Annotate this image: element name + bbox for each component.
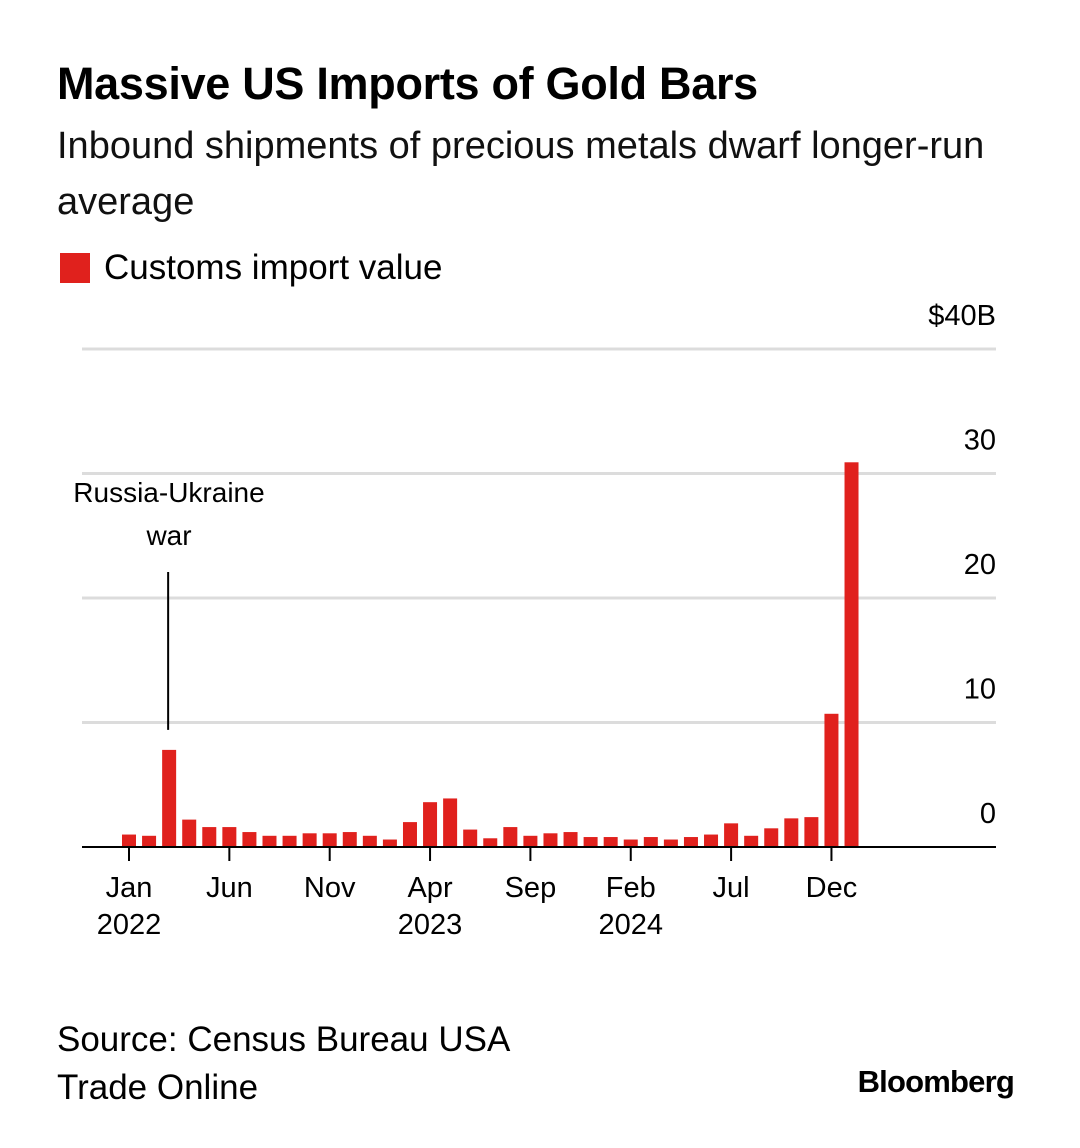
source-note: Source: Census Bureau USA Trade Online — [57, 1016, 657, 1112]
x-tick-month: Nov — [304, 872, 356, 904]
y-tick-label: 20 — [964, 549, 996, 581]
bar-chart: Jan 2022 Jun Nov Apr 2023 Sep Feb 2024 Jul Dec 0 10… — [73, 300, 996, 941]
bar — [844, 462, 859, 847]
bar — [623, 839, 638, 847]
bar — [322, 833, 337, 847]
source-line-2: Trade Online — [57, 1068, 259, 1107]
bar — [463, 829, 478, 847]
bar — [483, 838, 498, 847]
annotations: Russia-Ukraine war — [73, 477, 265, 730]
bar — [744, 835, 759, 847]
source-line-1: Source: Census Bureau USA — [57, 1020, 511, 1059]
legend-swatch — [60, 253, 90, 283]
bar — [342, 832, 357, 847]
bar — [362, 835, 377, 847]
bloomberg-logo: Bloomberg — [857, 1064, 1015, 1099]
bar — [824, 713, 839, 847]
x-tick-year: 2022 — [97, 909, 162, 941]
annotation-label-line1: Russia-Ukraine — [73, 477, 264, 508]
x-tick-year: 2023 — [398, 909, 463, 941]
x-tick-month: Sep — [505, 872, 557, 904]
bar — [804, 817, 819, 847]
bar — [724, 823, 739, 847]
chart-title: Massive US Imports of Gold Bars — [57, 58, 758, 109]
y-axis-ticks: 0 10 20 30 $40B — [928, 300, 996, 830]
legend-label: Customs import value — [104, 248, 443, 287]
x-tick-month: Jan — [106, 872, 153, 904]
bar — [222, 827, 237, 847]
x-tick-month: Apr — [407, 872, 452, 904]
bar — [523, 835, 538, 847]
x-tick-month: Feb — [606, 872, 656, 904]
x-tick-month: Jun — [206, 872, 253, 904]
y-tick-label: 30 — [964, 425, 996, 457]
bar — [503, 827, 518, 847]
bar — [122, 834, 136, 847]
bar — [242, 832, 257, 847]
bar — [202, 827, 217, 847]
bar — [282, 835, 297, 847]
legend: Customs import value — [60, 243, 442, 293]
bar — [603, 837, 618, 847]
x-tick-year: 2024 — [598, 909, 663, 941]
bar — [663, 839, 678, 847]
bar — [443, 798, 458, 847]
bar — [764, 828, 779, 847]
y-tick-label: 10 — [964, 674, 996, 706]
x-axis-ticks: Jan 2022 Jun Nov Apr 2023 Sep Feb 2024 Jul Dec — [97, 847, 857, 941]
y-tick-label: $40B — [928, 300, 996, 332]
bar — [643, 837, 658, 847]
bar — [543, 833, 558, 847]
x-tick-month: Dec — [806, 872, 858, 904]
bar — [262, 835, 277, 847]
bar — [423, 802, 438, 847]
bars — [122, 462, 859, 847]
bar — [704, 834, 719, 847]
bar — [302, 833, 317, 847]
bar — [382, 839, 397, 847]
bar — [142, 835, 157, 847]
chart-subtitle: Inbound shipments of precious metals dwa… — [57, 125, 985, 223]
bar — [162, 749, 177, 847]
y-tick-label: 0 — [980, 798, 996, 830]
annotation-label-line2: war — [145, 520, 191, 551]
bar — [583, 837, 598, 847]
bar — [683, 837, 698, 847]
grid-lines — [82, 347, 996, 724]
bar — [563, 832, 578, 847]
bar — [182, 819, 197, 847]
bar — [784, 818, 799, 847]
x-tick-month: Jul — [713, 872, 750, 904]
bar — [402, 822, 417, 847]
